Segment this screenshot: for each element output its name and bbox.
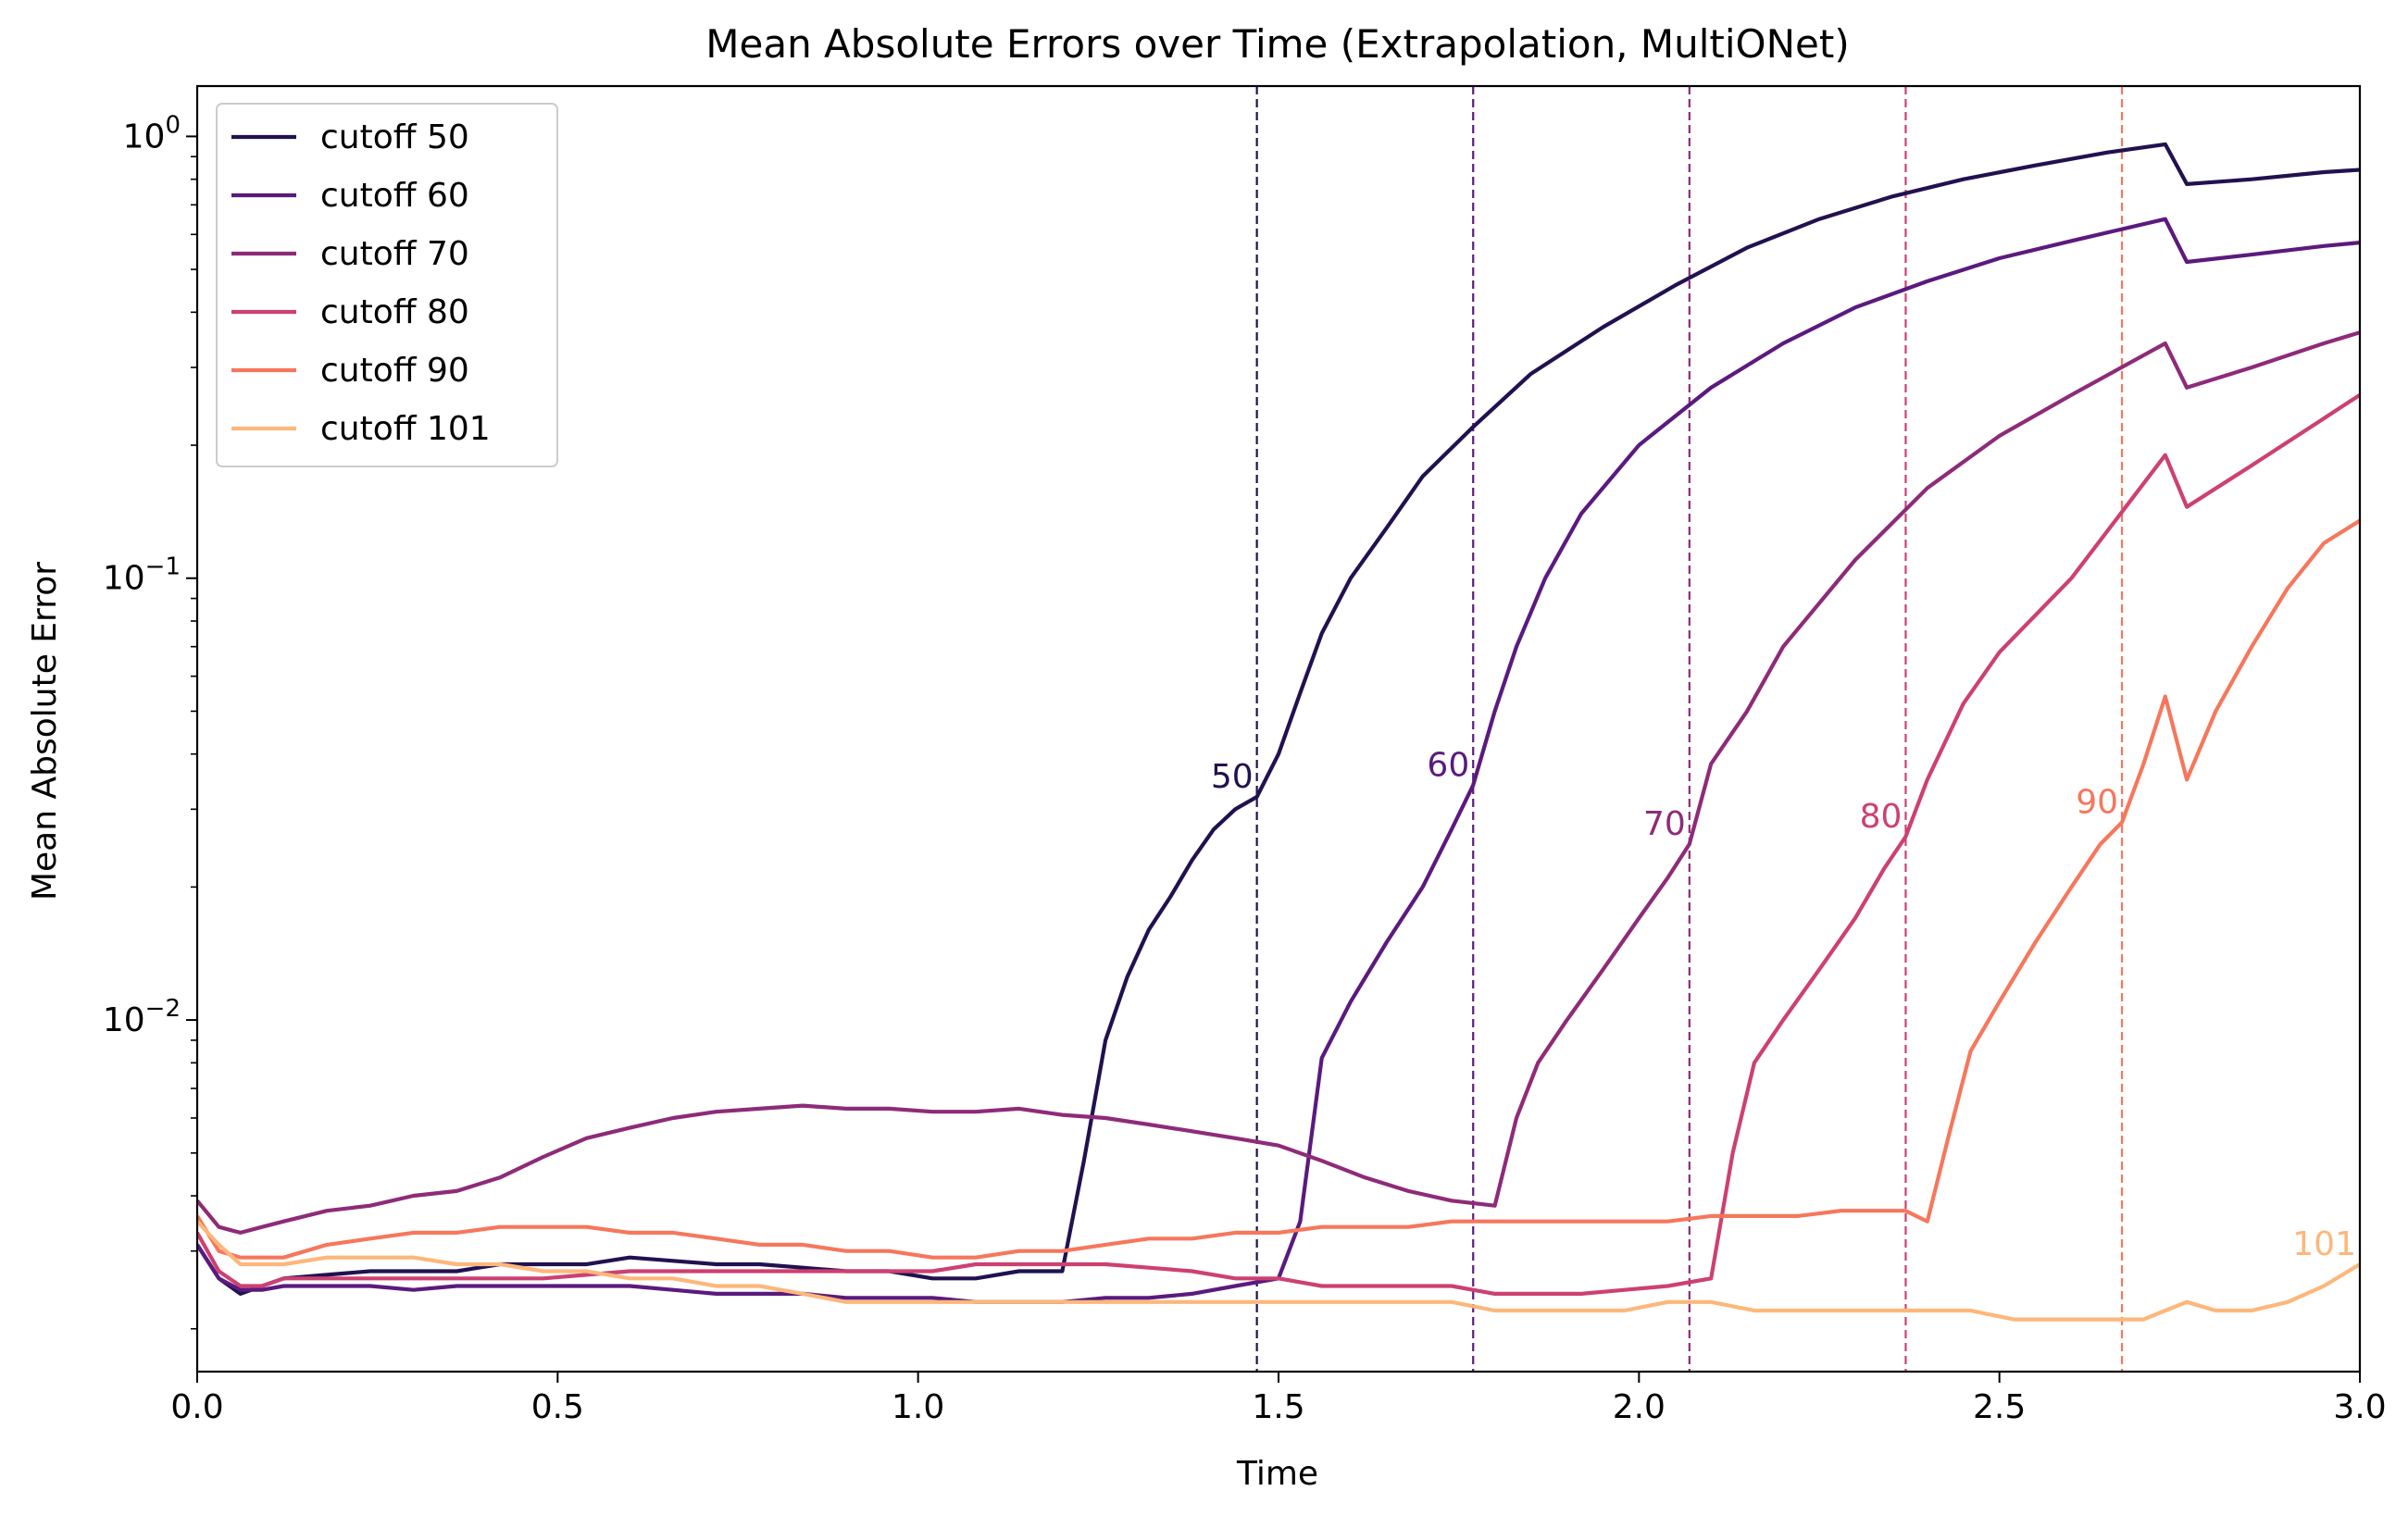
series-group (197, 142, 2360, 1322)
legend: cutoff 50 cutoff 60 cutoff 70 cutoff 80 cuto… (216, 103, 558, 467)
legend-label-70: cutoff 70 (320, 235, 469, 273)
cutoff-label-50: 50 (1211, 758, 1254, 796)
cutoff-label-101: 101 (2292, 1225, 2356, 1263)
legend-label-50: cutoff 50 (320, 118, 469, 156)
y-tick-label: 10−1 (103, 553, 181, 598)
x-axis-label: Time (1236, 1455, 1318, 1493)
series-line-101 (197, 1220, 2360, 1322)
series-line-90 (197, 518, 2360, 1260)
cutoff-label-70: 70 (1643, 805, 1686, 843)
cutoff-label-80: 80 (1860, 798, 1903, 836)
x-tick-label: 3.0 (2333, 1388, 2386, 1426)
x-tick-label: 0.0 (170, 1388, 223, 1426)
cutoff-label-90: 90 (2076, 784, 2118, 822)
x-tick-label: 1.0 (892, 1388, 944, 1426)
legend-label-60: cutoff 60 (320, 177, 469, 215)
plot-frame (195, 84, 2362, 1373)
cutoff-label-60: 60 (1427, 746, 1469, 784)
series-line-60 (197, 217, 2360, 1304)
y-axis-label: Mean Absolute Error (26, 562, 64, 901)
legend-label-80: cutoff 80 (320, 293, 469, 331)
series-line-70 (197, 330, 2360, 1236)
x-tick-label: 2.5 (1973, 1388, 2026, 1426)
chart-title: Mean Absolute Errors over Time (Extrapol… (705, 21, 1849, 67)
legend-label-90: cutoff 90 (320, 352, 469, 390)
legend-box (216, 103, 558, 467)
x-tick-label: 1.5 (1252, 1388, 1304, 1426)
legend-label-101: cutoff 101 (320, 410, 491, 448)
x-tick-label: 0.5 (531, 1388, 584, 1426)
series-line-50 (197, 142, 2360, 1297)
x-tick-label: 2.0 (1613, 1388, 1666, 1426)
series-line-80 (197, 392, 2360, 1297)
